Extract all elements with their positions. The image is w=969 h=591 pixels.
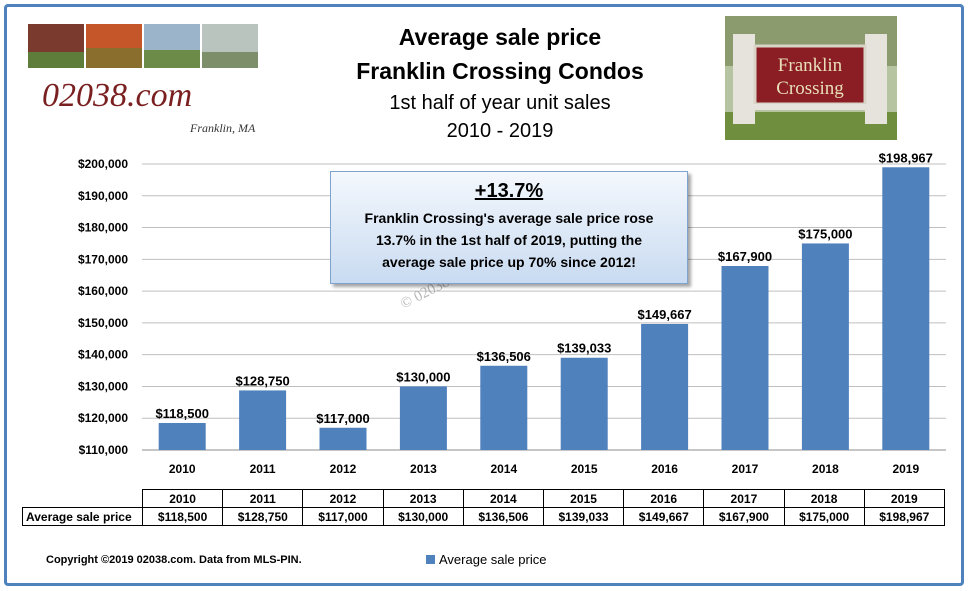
data-label-2012: $117,000: [316, 411, 370, 426]
data-table: 2010 2011 2012 2013 2014 2015 2016 2017 2018 2019…: [22, 489, 945, 526]
table-value-2011: $128,750: [222, 507, 304, 526]
x-tick-label-2013: 2013: [410, 462, 437, 476]
table-header-2010: 2010: [141, 489, 224, 508]
y-tick-label: $150,000: [78, 316, 128, 330]
bar-2014: [480, 365, 528, 450]
logo-tagline-text: Franklin, MA: [189, 121, 256, 135]
x-tick-label-2016: 2016: [651, 462, 678, 476]
x-tick-label-2019: 2019: [892, 462, 919, 476]
callout-box: +13.7% Franklin Crossing's average sale …: [330, 171, 688, 284]
bar-2016: [641, 323, 689, 450]
table-header-2014: 2014: [462, 489, 544, 508]
x-tick-label-2011: 2011: [250, 462, 276, 476]
x-tick-label-2015: 2015: [571, 462, 598, 476]
data-labels: $118,500 $128,750 $117,000 $130,000 $136,506…: [155, 150, 932, 425]
table-value-2015: $139,033: [542, 507, 625, 526]
table-header-2012: 2012: [302, 489, 384, 508]
table-value-2017: $167,900: [703, 507, 785, 526]
data-label-2017: $167,900: [718, 249, 772, 264]
table-row-label: Average sale price: [22, 507, 143, 526]
y-tick-label: $180,000: [78, 221, 128, 235]
data-label-2019: $198,967: [879, 150, 933, 165]
table-header-2015: 2015: [542, 489, 625, 508]
table-corner: [23, 490, 143, 508]
callout-line2: 13.7% in the 1st half of 2019, putting t…: [375, 232, 643, 248]
table-value-2014: $136,506: [462, 507, 544, 526]
y-tick-label: $200,000: [78, 157, 128, 171]
legend-label: Average sale price: [439, 552, 547, 567]
chart-subtitle-line2: 2010 - 2019: [446, 120, 554, 142]
data-label-2010: $118,500: [155, 406, 209, 421]
bar-2017: [721, 266, 769, 450]
table-value-2018: $175,000: [783, 507, 865, 526]
x-axis-ticks: 2010 2011 2012 2013 2014 2015 2016 2017 2018 2019: [169, 462, 920, 476]
bar-2012: [319, 427, 367, 450]
y-tick-label: $110,000: [79, 443, 129, 457]
data-label-2016: $149,667: [637, 307, 691, 322]
x-tick-label-2012: 2012: [330, 462, 357, 476]
y-tick-label: $170,000: [78, 252, 128, 266]
data-label-2015: $139,033: [557, 341, 611, 356]
table-value-2016: $149,667: [623, 507, 705, 526]
table-header-2017: 2017: [703, 489, 785, 508]
sign-line2-text: Crossing: [776, 78, 844, 99]
y-tick-label: $120,000: [78, 411, 128, 425]
data-label-2013: $130,000: [396, 369, 450, 384]
table-header-2019: 2019: [863, 489, 945, 508]
bar-2013: [399, 386, 447, 450]
legend: Average sale price: [426, 552, 546, 567]
sign-line1-text: Franklin: [778, 55, 843, 76]
copyright-text: Copyright ©2019 02038.com. Data from MLS…: [46, 554, 302, 566]
data-label-2014: $136,506: [477, 349, 531, 364]
bar-2011: [239, 390, 287, 450]
site-logo: 02038.com Franklin, MA: [28, 24, 258, 135]
callout-line1: Franklin Crossing's average sale price r…: [364, 210, 654, 226]
bar-2019: [882, 167, 930, 450]
bar-2010: [158, 422, 206, 450]
franklin-crossing-sign-photo: Franklin Crossing: [725, 16, 897, 140]
table-header-2011: 2011: [222, 489, 304, 508]
table-header-row: 2010 2011 2012 2013 2014 2015 2016 2017 2018 2019: [23, 489, 945, 508]
chart-title-line2: Franklin Crossing Condos: [356, 58, 644, 84]
table-value-2019: $198,967: [863, 507, 945, 526]
x-tick-label-2014: 2014: [490, 462, 517, 476]
table-header-2018: 2018: [783, 489, 865, 508]
table-value-2013: $130,000: [382, 507, 464, 526]
legend-swatch: [426, 555, 435, 564]
y-tick-label: $140,000: [78, 348, 128, 362]
chart-title-line1: Average sale price: [398, 24, 602, 50]
data-label-2018: $175,000: [798, 226, 852, 241]
chart-subtitle-line1: 1st half of year unit sales: [389, 92, 611, 114]
x-tick-label-2017: 2017: [732, 462, 759, 476]
logo-brand-text: 02038.com: [42, 77, 192, 114]
bars: [158, 167, 930, 450]
y-tick-label: $130,000: [78, 379, 128, 393]
y-tick-label: $190,000: [78, 189, 128, 203]
table-value-2012: $117,000: [302, 507, 384, 526]
callout-line3: average sale price up 70% since 2012!: [382, 254, 636, 270]
callout-body: Franklin Crossing's average sale price r…: [331, 207, 687, 273]
table-header-2013: 2013: [382, 489, 464, 508]
bar-2018: [801, 243, 849, 450]
y-tick-label: $160,000: [78, 284, 128, 298]
bar-2015: [560, 357, 608, 450]
callout-headline: +13.7%: [474, 180, 544, 202]
x-tick-label-2018: 2018: [812, 462, 839, 476]
x-tick-label-2010: 2010: [169, 462, 196, 476]
data-label-2011: $128,750: [235, 373, 289, 388]
table-value-row: Average sale price $118,500 $128,750 $117,…: [22, 507, 945, 526]
table-header-2016: 2016: [623, 489, 705, 508]
y-axis-ticks: $110,000 $120,000 $130,000 $140,000 $150,000…: [78, 157, 128, 457]
table-value-2010: $118,500: [141, 507, 224, 526]
